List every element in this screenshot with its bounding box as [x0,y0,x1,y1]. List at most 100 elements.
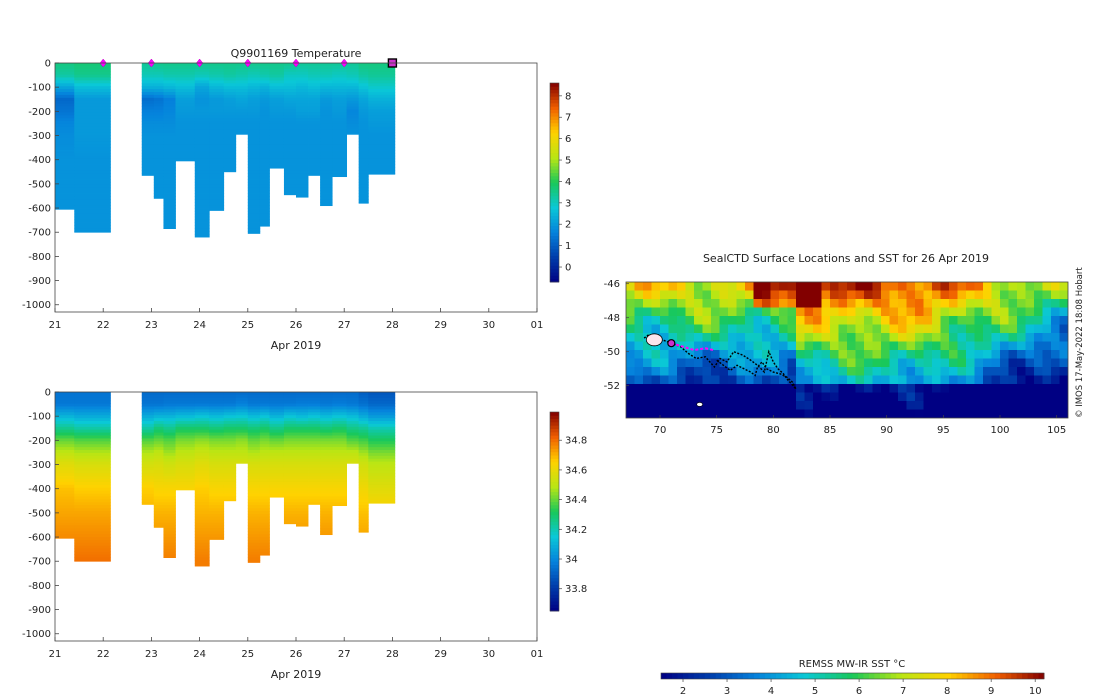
salinity-cell [332,467,348,471]
salinity-cell [175,397,196,402]
temperature-cell [223,68,237,73]
temperature-cell [209,103,225,107]
sst-cell [847,375,856,385]
temperature-cell [175,118,196,122]
sst-cell [762,401,771,410]
sst-colorbar-tick-label: 10 [1029,686,1042,697]
sst-cell [660,290,669,300]
temperature-cell [320,86,333,90]
temperature-cell [247,71,261,75]
salinity-cell [259,432,270,436]
sst-cell [889,375,899,385]
sst-cell [753,307,763,317]
sst-cell [634,307,644,317]
salinity-cell [141,415,155,419]
salinity-x-tick-label: 27 [338,649,351,660]
temperature-cell [163,213,176,218]
temperature-cell [283,71,297,75]
temperature-cell [269,65,285,70]
temperature-cell [247,132,261,136]
temperature-cell [269,147,285,151]
temperature-cell [153,118,164,122]
temperature-cell [247,77,261,81]
salinity-cell [163,421,176,425]
salinity-cell [247,467,261,471]
salinity-cell [358,403,369,407]
sst-cell [838,316,848,325]
salinity-cell [283,461,297,465]
temperature-colorbar-tick-label: 0 [565,263,571,274]
temperature-cell [74,83,111,87]
salinity-cell [368,397,396,402]
temperature-cell [346,100,360,105]
salinity-cell [259,464,270,468]
salinity-cell [235,415,249,419]
temperature-cell [259,103,270,107]
salinity-y-tick-label: -800 [28,581,51,592]
salinity-cell [358,470,369,474]
temperature-cell [55,147,75,151]
salinity-cell [55,418,75,422]
sst-cell [1051,384,1060,393]
sst-cell [779,367,788,376]
salinity-cell [55,502,75,506]
sst-cell [626,307,635,317]
salinity-cell [235,435,249,439]
temperature-cell [209,123,225,128]
sst-cell [770,324,780,334]
salinity-cell [223,484,237,489]
sst-cell [915,367,924,376]
salinity-cell [259,513,270,518]
temperature-cell [368,170,396,174]
temperature-cell [209,187,225,192]
salinity-cell [223,455,237,460]
sst-cell [702,282,712,291]
sst-colorbar-segment [874,673,881,679]
salinity-cell [320,429,333,434]
sst-cell [813,290,822,300]
temperature-cell [296,190,309,194]
temperature-cell [74,118,111,122]
salinity-cell [209,484,225,489]
salinity-cell [296,470,309,474]
salinity-cell [209,461,225,465]
salinity-cell [74,548,111,552]
temperature-x-tick-label: 25 [241,320,254,331]
temperature-cell [194,179,210,183]
sst-cell [983,341,992,351]
temperature-cell [74,210,111,215]
sst-cell [898,290,907,300]
sst-cell [881,392,890,402]
temperature-colorbar-tick-label: 3 [565,198,571,209]
temperature-cell [358,100,369,105]
salinity-cell [320,528,333,532]
temperature-cell [235,86,249,90]
temperature-cell [55,74,75,78]
salinity-cell [175,418,196,422]
sst-cell [804,409,814,418]
sst-cell [940,290,950,300]
temperature-cell [141,94,155,99]
salinity-cell [153,493,164,497]
temperature-colorbar-segment [550,215,559,220]
salinity-cell [175,464,196,468]
sst-cell [855,375,865,385]
salinity-cell [153,392,164,396]
sst-cell [736,316,746,325]
temperature-cell [247,135,261,139]
sst-cell [949,409,958,418]
sst-cell [643,299,652,308]
salinity-cell [55,400,75,404]
temperature-cell [209,147,225,151]
salinity-cell [269,447,285,451]
temperature-cell [283,181,297,186]
sst-cell [813,350,822,359]
temperature-colorbar-segment [550,83,559,87]
sst-colorbar-tick-label: 7 [900,686,906,697]
sst-cell [1059,282,1068,291]
salinity-cell [320,505,333,509]
salinity-cell [209,525,225,529]
salinity-cell [194,423,210,428]
sst-cell [864,358,873,368]
temperature-x-tick-label: 28 [386,320,399,331]
